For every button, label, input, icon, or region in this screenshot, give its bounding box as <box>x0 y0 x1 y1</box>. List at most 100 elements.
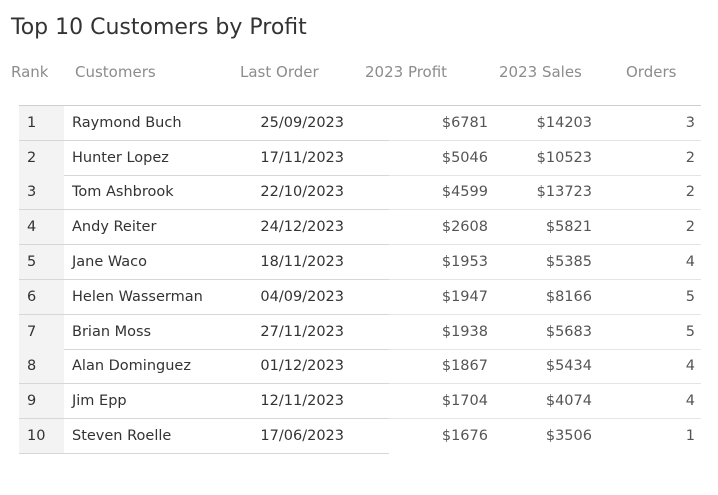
rank-cell-bg <box>19 349 64 384</box>
rank-cell-bg <box>19 210 64 245</box>
rank-cell: 5 <box>27 254 37 270</box>
orders-cell: 4 <box>685 254 695 270</box>
table-row[interactable]: 5 Jane Waco 18/11/2023 $1953 $5385 4 <box>19 245 701 280</box>
row-divider <box>19 175 389 176</box>
customer-cell: Andy Reiter <box>72 219 157 235</box>
profit-cell: $1867 <box>441 358 488 374</box>
customer-cell: Hunter Lopez <box>72 150 169 166</box>
row-divider <box>19 453 389 454</box>
profit-cell: $1953 <box>441 254 488 270</box>
orders-cell: 4 <box>685 358 695 374</box>
customer-cell: Brian Moss <box>72 324 152 340</box>
sales-cell: $13723 <box>536 184 592 200</box>
row-divider <box>389 209 701 210</box>
row-divider <box>19 244 389 245</box>
profit-cell: $2608 <box>441 219 488 235</box>
row-divider <box>389 349 701 350</box>
orders-cell: 5 <box>685 324 695 340</box>
profit-cell: $1704 <box>441 393 488 409</box>
rank-cell-bg <box>19 106 64 141</box>
rank-cell-bg <box>19 419 64 454</box>
orders-cell: 2 <box>685 219 695 235</box>
table-row[interactable]: 9 Jim Epp 12/11/2023 $1704 $4074 4 <box>19 384 701 419</box>
customer-cell: Jane Waco <box>72 254 148 270</box>
profit-cell: $4599 <box>441 184 488 200</box>
last-order-cell: 17/11/2023 <box>260 150 344 166</box>
table-row[interactable]: 10 Steven Roelle 17/06/2023 $1676 $3506 … <box>19 419 701 454</box>
rank-cell: 7 <box>27 324 37 340</box>
column-header-profit[interactable]: 2023 Profit <box>365 63 448 81</box>
rank-cell-bg <box>19 245 64 280</box>
orders-cell: 5 <box>685 289 695 305</box>
table-row[interactable]: 8 Alan Dominguez 01/12/2023 $1867 $5434 … <box>19 349 701 384</box>
sales-cell: $5434 <box>545 358 592 374</box>
column-header-last-order[interactable]: Last Order <box>240 63 319 81</box>
last-order-cell: 18/11/2023 <box>260 254 344 270</box>
row-divider <box>19 209 389 210</box>
last-order-cell: 22/10/2023 <box>260 184 344 200</box>
table-row[interactable]: 1 Raymond Buch 25/09/2023 $6781 $14203 3 <box>19 106 701 141</box>
profit-cell: $1676 <box>441 428 488 444</box>
customer-cell: Jim Epp <box>72 393 127 409</box>
sales-cell: $5683 <box>545 324 592 340</box>
table-row[interactable]: 2 Hunter Lopez 17/11/2023 $5046 $10523 2 <box>19 141 701 176</box>
profit-cell: $1947 <box>441 289 488 305</box>
orders-cell: 2 <box>685 184 695 200</box>
rank-cell-bg <box>19 315 64 350</box>
profit-cell: $1938 <box>441 324 488 340</box>
customer-cell: Tom Ashbrook <box>72 184 174 200</box>
last-order-cell: 04/09/2023 <box>260 289 344 305</box>
row-divider <box>389 314 701 315</box>
row-divider <box>19 349 389 350</box>
last-order-cell: 01/12/2023 <box>260 358 344 374</box>
orders-cell: 1 <box>685 428 695 444</box>
customer-cell: Helen Wasserman <box>72 289 203 305</box>
rank-cell: 10 <box>27 428 46 444</box>
rank-cell-bg <box>19 384 64 419</box>
row-divider <box>19 314 389 315</box>
sales-cell: $14203 <box>536 115 592 131</box>
row-divider <box>389 383 701 384</box>
rank-cell: 8 <box>27 358 37 374</box>
column-header-sales[interactable]: 2023 Sales <box>499 63 582 81</box>
sales-cell: $5385 <box>545 254 592 270</box>
row-divider <box>19 418 389 419</box>
row-divider <box>389 279 701 280</box>
table-row[interactable]: 3 Tom Ashbrook 22/10/2023 $4599 $13723 2 <box>19 175 701 210</box>
rank-cell: 2 <box>27 150 37 166</box>
rank-cell-bg <box>19 280 64 315</box>
sales-cell: $8166 <box>545 289 592 305</box>
rank-cell-bg <box>19 175 64 210</box>
row-divider <box>389 140 701 141</box>
last-order-cell: 12/11/2023 <box>260 393 344 409</box>
table-row[interactable]: 4 Andy Reiter 24/12/2023 $2608 $5821 2 <box>19 210 701 245</box>
profit-cell: $6781 <box>441 115 488 131</box>
table-row[interactable]: 6 Helen Wasserman 04/09/2023 $1947 $8166… <box>19 280 701 315</box>
table-row[interactable]: 7 Brian Moss 27/11/2023 $1938 $5683 5 <box>19 315 701 350</box>
column-header-customers[interactable]: Customers <box>75 63 156 81</box>
rank-cell: 1 <box>27 115 37 131</box>
rank-cell-bg <box>19 141 64 176</box>
row-divider <box>19 279 389 280</box>
last-order-cell: 17/06/2023 <box>260 428 344 444</box>
rank-cell: 3 <box>27 184 37 200</box>
last-order-cell: 25/09/2023 <box>260 115 344 131</box>
profit-cell: $5046 <box>441 150 488 166</box>
rank-cell: 6 <box>27 289 37 305</box>
customer-cell: Raymond Buch <box>72 115 182 131</box>
row-divider <box>19 383 389 384</box>
sales-cell: $5821 <box>545 219 592 235</box>
orders-cell: 4 <box>685 393 695 409</box>
column-header-orders[interactable]: Orders <box>626 63 677 81</box>
rank-cell: 9 <box>27 393 37 409</box>
rank-cell: 4 <box>27 219 37 235</box>
sales-cell: $4074 <box>545 393 592 409</box>
table-top-divider <box>19 105 701 106</box>
orders-cell: 2 <box>685 150 695 166</box>
row-divider <box>19 140 389 141</box>
column-header-rank[interactable]: Rank <box>11 63 49 81</box>
row-divider <box>389 175 701 176</box>
page-title: Top 10 Customers by Profit <box>11 15 307 40</box>
last-order-cell: 27/11/2023 <box>260 324 344 340</box>
customer-cell: Alan Dominguez <box>72 358 191 374</box>
